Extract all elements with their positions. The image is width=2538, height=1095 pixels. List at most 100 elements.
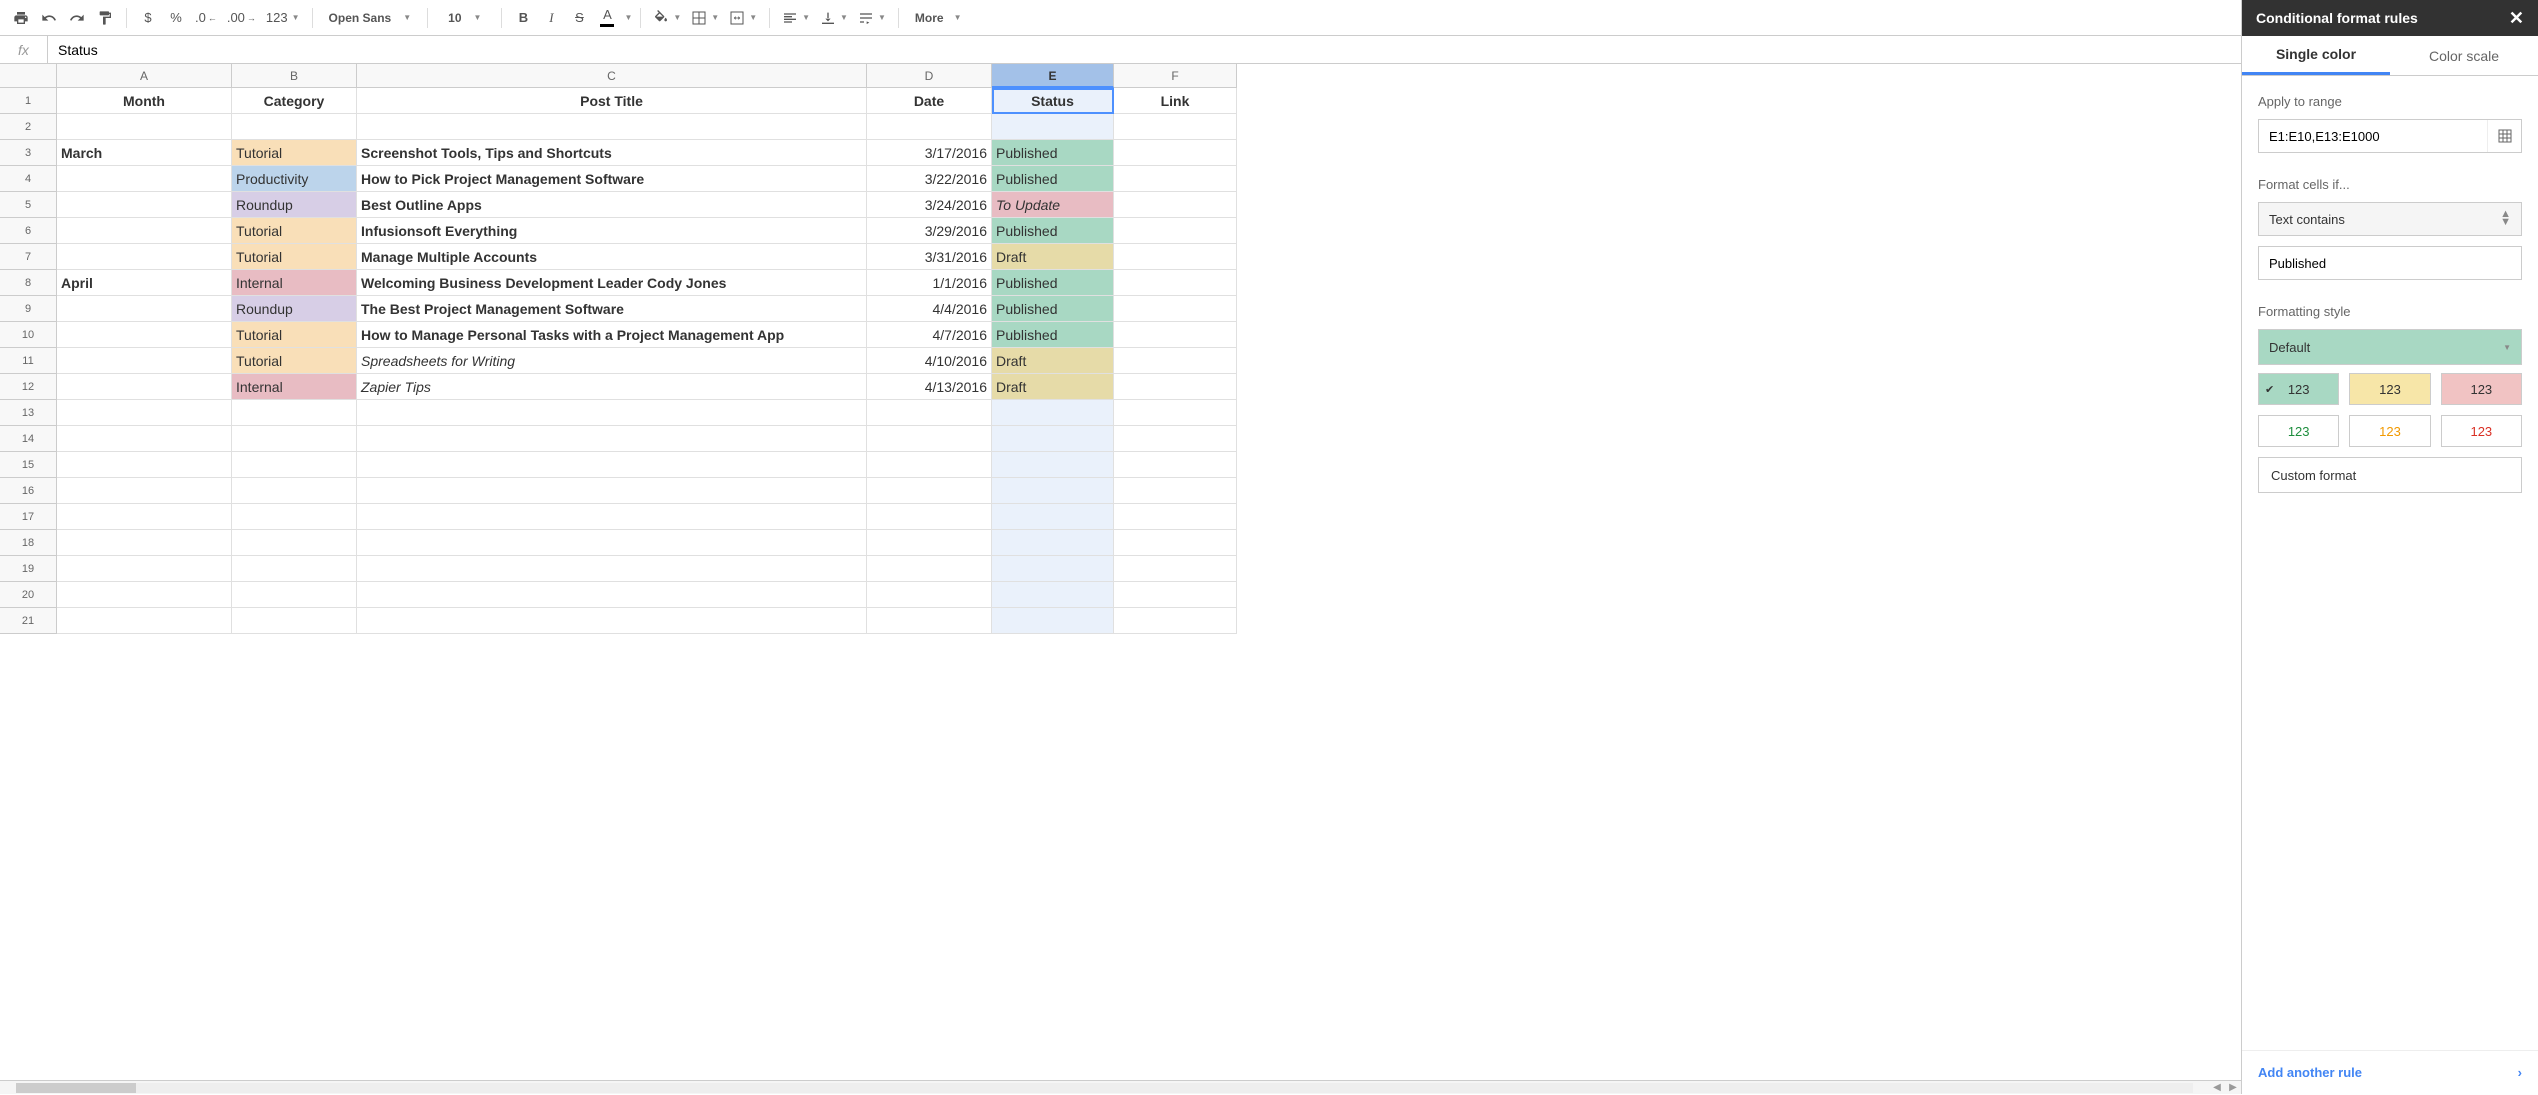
cell[interactable]	[357, 608, 867, 634]
cell[interactable]	[232, 452, 357, 478]
row-header[interactable]: 3	[0, 140, 57, 166]
cell[interactable]	[357, 114, 867, 140]
cell[interactable]	[57, 582, 232, 608]
paint-format-button[interactable]	[92, 5, 118, 31]
cell[interactable]	[357, 452, 867, 478]
cell[interactable]: Draft	[992, 244, 1114, 270]
row-header[interactable]: 14	[0, 426, 57, 452]
cell[interactable]	[57, 426, 232, 452]
cell[interactable]	[867, 452, 992, 478]
percent-button[interactable]: %	[163, 5, 189, 31]
row-header[interactable]: 1	[0, 88, 57, 114]
row-header[interactable]: 17	[0, 504, 57, 530]
row-header[interactable]: 11	[0, 348, 57, 374]
row-header[interactable]: 7	[0, 244, 57, 270]
row-header[interactable]: 5	[0, 192, 57, 218]
cell[interactable]	[232, 400, 357, 426]
style-swatch[interactable]: 123	[2441, 373, 2522, 405]
cell[interactable]: Spreadsheets for Writing	[357, 348, 867, 374]
condition-text-input[interactable]	[2258, 246, 2522, 280]
cell[interactable]: Status	[992, 88, 1114, 114]
text-color-dropdown-icon[interactable]: ▼	[624, 13, 632, 22]
cell[interactable]: 3/17/2016	[867, 140, 992, 166]
cell[interactable]	[57, 556, 232, 582]
text-wrap-button[interactable]: ▼	[854, 5, 890, 31]
cell[interactable]: Infusionsoft Everything	[357, 218, 867, 244]
cell[interactable]	[232, 608, 357, 634]
close-icon[interactable]: ✕	[2509, 8, 2524, 29]
cell[interactable]	[357, 426, 867, 452]
row-header[interactable]: 16	[0, 478, 57, 504]
cell[interactable]	[867, 530, 992, 556]
cell[interactable]: 3/29/2016	[867, 218, 992, 244]
cell[interactable]	[1114, 140, 1237, 166]
row-header[interactable]: 9	[0, 296, 57, 322]
cell[interactable]	[992, 478, 1114, 504]
cell[interactable]: 4/10/2016	[867, 348, 992, 374]
cell[interactable]: Internal	[232, 270, 357, 296]
horizontal-scrollbar[interactable]: ◀ ▶	[0, 1080, 2241, 1094]
row-header[interactable]: 20	[0, 582, 57, 608]
corner-cell[interactable]	[0, 64, 57, 88]
cell[interactable]	[232, 530, 357, 556]
cell[interactable]	[357, 504, 867, 530]
currency-button[interactable]: $	[135, 5, 161, 31]
cell[interactable]	[57, 348, 232, 374]
cell[interactable]	[992, 582, 1114, 608]
cell[interactable]	[57, 166, 232, 192]
cell[interactable]: Draft	[992, 374, 1114, 400]
cell[interactable]	[1114, 582, 1237, 608]
cell[interactable]: 3/31/2016	[867, 244, 992, 270]
spreadsheet-grid[interactable]: ABCDEF1MonthCategoryPost TitleDateStatus…	[0, 64, 2241, 1080]
cell[interactable]	[1114, 166, 1237, 192]
style-swatch[interactable]: 123	[2258, 415, 2339, 447]
cell[interactable]: Zapier Tips	[357, 374, 867, 400]
cell[interactable]	[57, 296, 232, 322]
cell[interactable]: Published	[992, 322, 1114, 348]
cell[interactable]: Published	[992, 140, 1114, 166]
cell[interactable]	[1114, 374, 1237, 400]
row-header[interactable]: 19	[0, 556, 57, 582]
cell[interactable]: Date	[867, 88, 992, 114]
style-swatch[interactable]: 123	[2349, 373, 2430, 405]
cell[interactable]	[992, 452, 1114, 478]
cell[interactable]	[357, 556, 867, 582]
cell[interactable]: Tutorial	[232, 140, 357, 166]
cell[interactable]: Best Outline Apps	[357, 192, 867, 218]
column-header[interactable]: F	[1114, 64, 1237, 88]
cell[interactable]	[1114, 270, 1237, 296]
scroll-right-icon[interactable]: ▶	[2225, 1081, 2241, 1095]
column-header[interactable]: B	[232, 64, 357, 88]
cell[interactable]	[357, 530, 867, 556]
cell[interactable]	[992, 556, 1114, 582]
italic-button[interactable]: I	[538, 5, 564, 31]
cell[interactable]	[992, 426, 1114, 452]
tab-color-scale[interactable]: Color scale	[2390, 36, 2538, 75]
row-header[interactable]: 10	[0, 322, 57, 348]
cell[interactable]	[357, 582, 867, 608]
cell[interactable]	[57, 478, 232, 504]
cell[interactable]: March	[57, 140, 232, 166]
cell[interactable]: Roundup	[232, 192, 357, 218]
cell[interactable]	[57, 192, 232, 218]
cell[interactable]	[232, 582, 357, 608]
cell[interactable]: Published	[992, 218, 1114, 244]
cell[interactable]	[57, 452, 232, 478]
cell[interactable]	[232, 478, 357, 504]
cell[interactable]	[57, 218, 232, 244]
vertical-align-button[interactable]: ▼	[816, 5, 852, 31]
cell[interactable]: 4/7/2016	[867, 322, 992, 348]
cell[interactable]: Productivity	[232, 166, 357, 192]
font-size-dropdown[interactable]: 10▼	[436, 5, 493, 31]
cell[interactable]	[992, 114, 1114, 140]
formula-input[interactable]	[48, 42, 2241, 58]
cell[interactable]: The Best Project Management Software	[357, 296, 867, 322]
cell[interactable]: 4/13/2016	[867, 374, 992, 400]
merge-cells-button[interactable]: ▼	[725, 5, 761, 31]
decrease-decimal-button[interactable]: .0←	[191, 5, 221, 31]
row-header[interactable]: 8	[0, 270, 57, 296]
cell[interactable]	[1114, 348, 1237, 374]
cell[interactable]	[1114, 218, 1237, 244]
cell[interactable]	[1114, 400, 1237, 426]
cell[interactable]	[1114, 114, 1237, 140]
